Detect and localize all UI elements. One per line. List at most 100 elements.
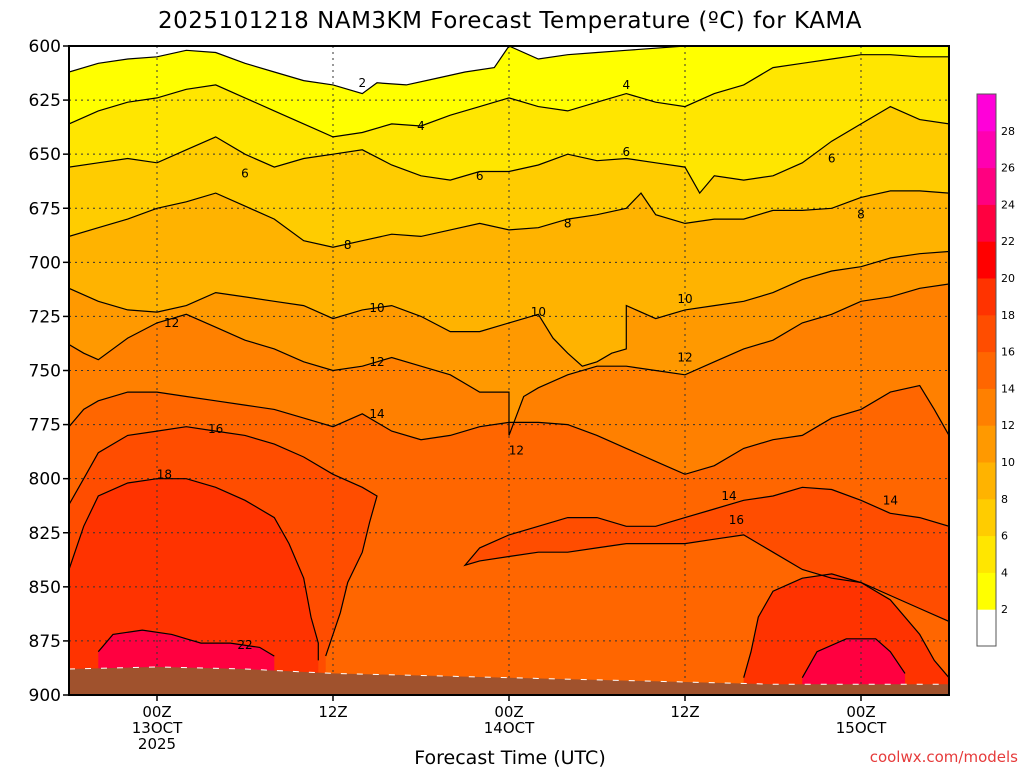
x-tick-label: 12Z [318, 703, 347, 721]
contour-label-14: 14 [721, 489, 736, 503]
contour-label-16: 16 [729, 513, 744, 527]
colorbar-swatch [977, 498, 996, 537]
contour-label-22: 22 [237, 638, 252, 652]
contour-label-8: 8 [564, 216, 572, 230]
x-tick-label: 15OCT [836, 719, 887, 737]
colorbar-tick-label: 18 [1001, 309, 1015, 322]
colorbar-frame [976, 93, 997, 647]
band-above-16 [465, 487, 949, 695]
contour-22 [97, 629, 275, 657]
contour-16 [69, 426, 378, 657]
colorbar-swatch [977, 425, 996, 463]
contour-14 [69, 384, 949, 475]
colorbar-swatch [977, 278, 996, 316]
contour-label-18: 18 [157, 467, 172, 481]
colorbar-swatch [977, 462, 996, 500]
chart-title: 2025101218 NAM3KM Forecast Temperature (… [158, 8, 862, 34]
colorbar-swatch [977, 167, 996, 205]
y-tick-label: 750 [29, 362, 61, 382]
colorbar-tick-label: 14 [1001, 382, 1015, 395]
colorbar-swatch [977, 94, 996, 132]
terrain-fill [69, 666, 949, 695]
x-tick-label: 14OCT [484, 719, 535, 737]
contour-2 [69, 46, 949, 95]
y-tick-label: 775 [29, 416, 61, 436]
colorbar-swatch [977, 351, 996, 389]
colorbar-tick-label: 28 [1001, 125, 1015, 138]
contour-label-10: 10 [531, 305, 546, 319]
contour-label-14: 14 [369, 407, 384, 421]
colorbar-tick-label: 26 [1001, 162, 1015, 175]
contour-8 [69, 190, 949, 248]
contour-label-12: 12 [164, 316, 179, 330]
contour-label-8: 8 [857, 208, 865, 222]
x-tick-label: 00Z [142, 703, 171, 721]
x-tick-label: 00Z [494, 703, 523, 721]
y-tick-label: 725 [29, 307, 61, 327]
contour-label-4: 4 [417, 119, 425, 133]
colorbar-tick-label: 4 [1001, 566, 1008, 579]
colorbar-tick-label: 10 [1001, 456, 1015, 469]
colorbar-tick-label: 16 [1001, 346, 1015, 359]
colorbar-swatch [977, 241, 996, 279]
colorbar-swatch [977, 572, 996, 610]
y-tick-label: 850 [29, 578, 61, 598]
y-tick-label: 600 [29, 37, 61, 57]
y-tick-label: 800 [29, 470, 61, 490]
colorbar-tick-label: 24 [1001, 198, 1015, 211]
contour-label-12: 12 [509, 444, 524, 458]
band-above-22 [802, 638, 905, 695]
x-axis-label: Forecast Time (UTC) [414, 747, 605, 768]
contour-label-2: 2 [359, 76, 367, 90]
colorbar-tick-label: 6 [1001, 530, 1008, 543]
colorbar-tick-label: 8 [1001, 493, 1008, 506]
contour-label-6: 6 [241, 167, 249, 181]
contour-label-10: 10 [677, 292, 692, 306]
contour-label-14: 14 [883, 493, 898, 507]
colorbar-tick-label: 22 [1001, 235, 1015, 248]
contour-label-12: 12 [677, 351, 692, 365]
colorbar-swatch [977, 388, 996, 426]
contour-10 [69, 250, 949, 367]
contour-12 [69, 283, 949, 436]
colorbar-swatch [977, 314, 996, 353]
contour-label-10: 10 [369, 301, 384, 315]
y-tick-label: 700 [29, 253, 61, 273]
y-tick-label: 625 [29, 91, 61, 111]
contour-label-8: 8 [344, 238, 352, 252]
colorbar-tick-label: 20 [1001, 272, 1015, 285]
x-tick-label: 2025 [138, 735, 176, 753]
contour-6 [69, 105, 949, 195]
contour-label-6: 6 [476, 169, 484, 183]
y-tick-label: 675 [29, 199, 61, 219]
colorbar-swatch [977, 535, 996, 573]
colorbar-tick-label: 12 [1001, 419, 1015, 432]
contour-4 [69, 54, 949, 138]
terrain-surface [69, 666, 949, 695]
isotherm-contours: 2 4 4 6 6 6 6 8 8 8 10 10 10 12 12 12 12 14 14 14 16 16 18 22 [69, 46, 949, 679]
x-tick-label: 00Z [846, 703, 875, 721]
credit-link[interactable]: coolwx.com/models [870, 748, 1018, 766]
y-tick-label: 650 [29, 145, 61, 165]
grid-lines [69, 46, 949, 695]
contour-18 [69, 478, 319, 661]
contour-22 [801, 638, 906, 678]
x-tick-label: 13OCT [132, 719, 183, 737]
contour-label-6: 6 [623, 145, 631, 159]
colorbar-swatch [977, 609, 996, 647]
contour-label-4: 4 [623, 78, 631, 92]
x-tick-label: 12Z [670, 703, 699, 721]
contour-label-6: 6 [828, 151, 836, 165]
y-tick-label: 825 [29, 524, 61, 544]
colorbar-swatch [977, 130, 996, 169]
contour-label-16: 16 [208, 422, 223, 436]
colorbar-tick-label: 2 [1001, 603, 1008, 616]
y-tick-label: 900 [29, 686, 61, 706]
y-tick-label: 875 [29, 632, 61, 652]
colorbar-swatch [977, 204, 996, 242]
contour-label-12: 12 [369, 355, 384, 369]
y-axis: 600 625 650 675 700 725 750 775 800 825 850 875 900 [29, 37, 69, 706]
